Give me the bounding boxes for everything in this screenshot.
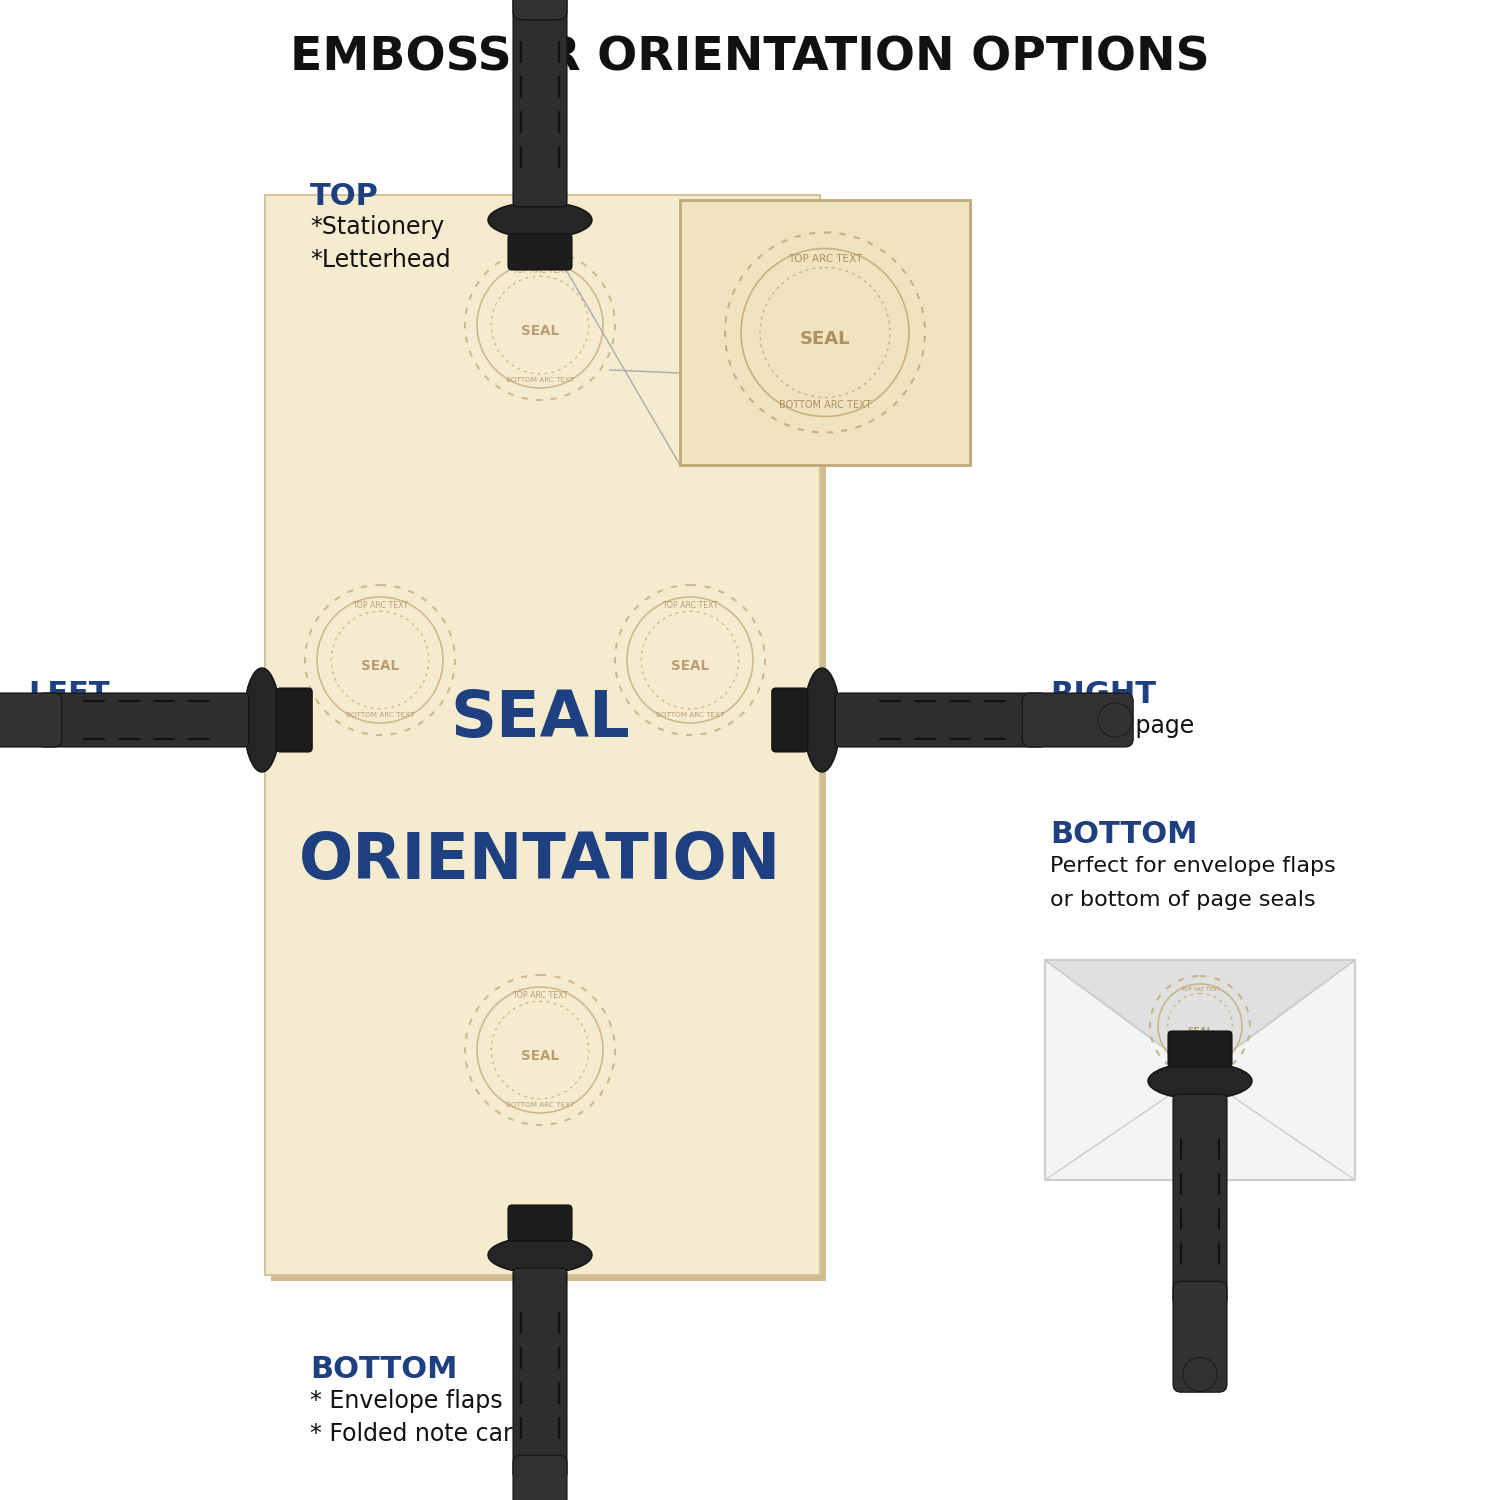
FancyBboxPatch shape bbox=[772, 688, 808, 752]
Ellipse shape bbox=[1098, 704, 1132, 736]
Polygon shape bbox=[1046, 960, 1354, 1180]
FancyBboxPatch shape bbox=[1022, 693, 1132, 747]
Text: ORIENTATION: ORIENTATION bbox=[298, 830, 782, 892]
Text: * Book page: * Book page bbox=[1050, 714, 1194, 738]
Polygon shape bbox=[680, 200, 970, 465]
FancyBboxPatch shape bbox=[1173, 1094, 1227, 1304]
FancyBboxPatch shape bbox=[0, 693, 62, 747]
Text: SEAL: SEAL bbox=[450, 688, 630, 750]
Text: or bottom of page seals: or bottom of page seals bbox=[1050, 890, 1316, 910]
Text: * Folded note cards: * Folded note cards bbox=[310, 1422, 540, 1446]
Text: EMBOSSER ORIENTATION OPTIONS: EMBOSSER ORIENTATION OPTIONS bbox=[290, 36, 1210, 81]
Text: BOTTOM: BOTTOM bbox=[310, 1354, 458, 1384]
Text: BOTTOM ARC TEXT: BOTTOM ARC TEXT bbox=[1178, 1060, 1222, 1065]
FancyBboxPatch shape bbox=[1168, 1030, 1232, 1066]
FancyBboxPatch shape bbox=[39, 693, 249, 747]
Text: BOTTOM ARC TEXT: BOTTOM ARC TEXT bbox=[778, 400, 871, 411]
Text: TOP ARC TEXT: TOP ARC TEXT bbox=[352, 600, 408, 609]
Text: SEAL: SEAL bbox=[1188, 1028, 1212, 1036]
Text: SEAL: SEAL bbox=[520, 1048, 560, 1064]
Ellipse shape bbox=[488, 1238, 592, 1274]
FancyBboxPatch shape bbox=[513, 1268, 567, 1478]
Text: SEAL: SEAL bbox=[520, 324, 560, 338]
Polygon shape bbox=[266, 195, 821, 1275]
FancyBboxPatch shape bbox=[509, 234, 572, 270]
FancyBboxPatch shape bbox=[276, 688, 312, 752]
Ellipse shape bbox=[804, 668, 840, 772]
Text: BOTTOM ARC TEXT: BOTTOM ARC TEXT bbox=[506, 1101, 574, 1107]
Text: BOTTOM ARC TEXT: BOTTOM ARC TEXT bbox=[506, 376, 574, 382]
FancyBboxPatch shape bbox=[509, 1204, 572, 1240]
Text: TOP ARC TEXT: TOP ARC TEXT bbox=[1180, 987, 1219, 992]
Text: BOTTOM: BOTTOM bbox=[1050, 821, 1197, 849]
Ellipse shape bbox=[1148, 1064, 1252, 1100]
Text: Perfect for envelope flaps: Perfect for envelope flaps bbox=[1050, 856, 1335, 876]
Polygon shape bbox=[272, 201, 827, 1281]
FancyBboxPatch shape bbox=[513, 0, 567, 20]
Text: SEAL: SEAL bbox=[800, 330, 850, 348]
Text: BOTTOM ARC TEXT: BOTTOM ARC TEXT bbox=[346, 712, 414, 718]
Text: SEAL: SEAL bbox=[362, 658, 399, 674]
FancyBboxPatch shape bbox=[1173, 1281, 1227, 1392]
Text: TOP ARC TEXT: TOP ARC TEXT bbox=[662, 600, 718, 609]
FancyBboxPatch shape bbox=[513, 0, 567, 207]
Text: TOP: TOP bbox=[310, 182, 380, 212]
Ellipse shape bbox=[488, 202, 592, 238]
Text: *Not Common: *Not Common bbox=[28, 714, 195, 738]
Text: *Letterhead: *Letterhead bbox=[310, 248, 450, 272]
FancyBboxPatch shape bbox=[513, 1455, 567, 1500]
Text: BOTTOM ARC TEXT: BOTTOM ARC TEXT bbox=[656, 712, 724, 718]
Polygon shape bbox=[1046, 960, 1354, 1074]
FancyBboxPatch shape bbox=[530, 188, 550, 207]
Text: RIGHT: RIGHT bbox=[1050, 680, 1156, 710]
Text: *Stationery: *Stationery bbox=[310, 214, 444, 238]
Text: TOP ARC TEXT: TOP ARC TEXT bbox=[512, 992, 568, 1000]
Text: TOP ARC TEXT: TOP ARC TEXT bbox=[788, 255, 862, 264]
Text: TOP ARC TEXT: TOP ARC TEXT bbox=[512, 266, 568, 274]
FancyBboxPatch shape bbox=[836, 693, 1046, 747]
Text: LEFT: LEFT bbox=[28, 680, 109, 710]
Ellipse shape bbox=[244, 668, 280, 772]
Ellipse shape bbox=[1184, 1358, 1216, 1392]
Text: SEAL: SEAL bbox=[670, 658, 710, 674]
Text: * Envelope flaps: * Envelope flaps bbox=[310, 1389, 503, 1413]
